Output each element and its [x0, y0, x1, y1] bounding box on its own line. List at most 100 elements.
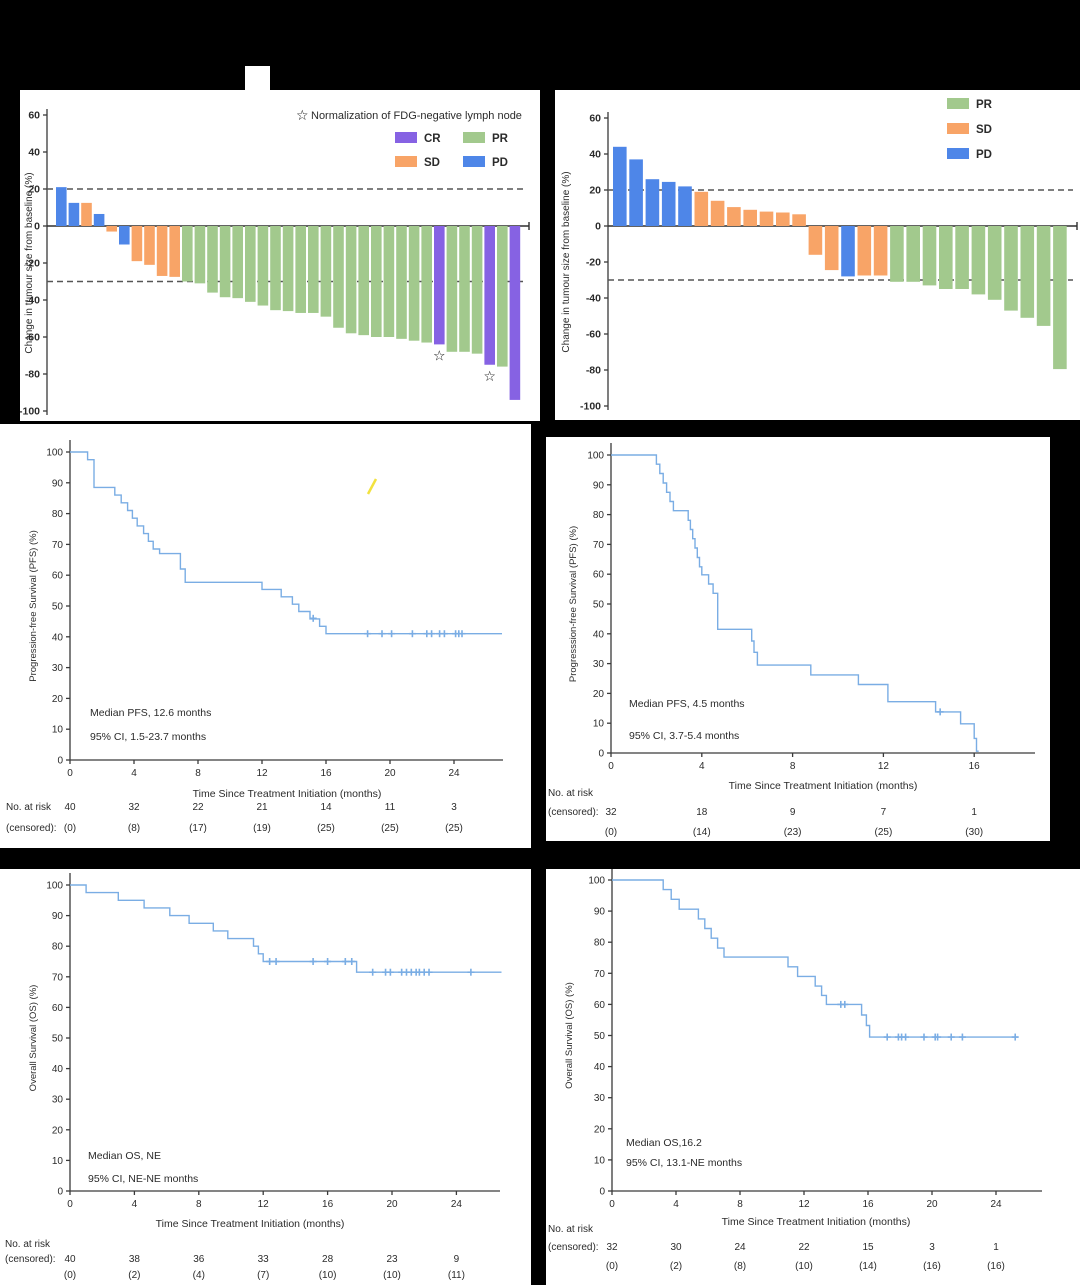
legend-swatch — [947, 123, 969, 134]
risk-table-label: (censored): — [5, 1254, 56, 1265]
y-tick-label: -20 — [586, 257, 601, 269]
survival-curve — [611, 454, 979, 752]
censored-value: (7) — [257, 1270, 269, 1281]
waterfall-bar — [857, 226, 872, 276]
waterfall-bar — [841, 226, 855, 277]
at-risk-value: 9 — [454, 1254, 460, 1265]
censored-value: (25) — [381, 823, 399, 834]
os-panel-cohort1: 0 10 20 30 40 50 60 70 80 90 100 0 4 8 12 16 20 24 Overall… — [0, 869, 531, 1285]
y-tick-label: 30 — [52, 663, 64, 674]
waterfall-bar — [645, 179, 660, 226]
censored-value: (2) — [128, 1270, 140, 1281]
x-tick-label: 20 — [926, 1199, 938, 1210]
y-tick-label: 60 — [589, 113, 601, 125]
y-tick-label: 0 — [595, 221, 601, 233]
risk-table-label: No. at risk — [6, 802, 52, 813]
survival-curve — [70, 884, 502, 973]
x-axis-label: Time Since Treatment Initiation (months) — [156, 1218, 345, 1230]
waterfall-bar — [232, 226, 243, 299]
y-tick-label: 30 — [52, 1095, 64, 1106]
at-risk-value: 3 — [451, 802, 457, 813]
waterfall-bar — [509, 226, 521, 400]
waterfall-bar — [824, 226, 839, 271]
x-tick-label: 12 — [798, 1199, 810, 1210]
x-tick-label: 8 — [196, 1199, 202, 1210]
y-tick-label: -80 — [586, 365, 601, 377]
y-axis — [607, 443, 612, 754]
x-tick-label: 8 — [790, 761, 796, 772]
waterfall-bar — [408, 226, 420, 341]
risk-table: No. at risk (censored): 40 32 22 21 14 11 3 (0) (8… — [6, 802, 463, 834]
censored-value: (0) — [64, 823, 76, 834]
risk-table: No. at risk (censored): 40 38 36 33 28 23 9 (0) (2… — [5, 1239, 465, 1281]
at-risk-value: 15 — [862, 1242, 874, 1253]
waterfall-bar — [922, 226, 937, 286]
waterfall-bar — [808, 226, 823, 255]
waterfall-bar — [119, 226, 130, 245]
waterfall-bar — [1004, 226, 1018, 311]
waterfall-bar — [939, 226, 953, 289]
x-tick-label: 24 — [448, 768, 460, 779]
censor-marks — [266, 958, 475, 976]
waterfall-bar — [194, 226, 206, 284]
legend-label: PD — [492, 157, 508, 169]
median-annotation: Median OS,16.2 — [626, 1137, 702, 1149]
star-icon: ☆ — [483, 368, 496, 384]
waterfall-bar — [245, 226, 256, 302]
y-axis-label: Overall Survival (OS) (%) — [28, 985, 39, 1092]
pfs-panel-cohort2: 0 10 20 30 40 50 60 70 80 90 100 0 4 8 12 16 Progresssio… — [546, 437, 1050, 841]
risk-table: No. at risk (censored): 32 18 9 7 1 (0) (14) (23)… — [548, 788, 983, 838]
waterfall-bar — [629, 159, 643, 226]
waterfall-bar — [81, 202, 92, 226]
legend-label: SD — [424, 157, 440, 169]
censor-marks — [309, 614, 466, 638]
censored-value: (25) — [317, 823, 335, 834]
waterfall-bar — [661, 181, 676, 226]
reference-lines — [608, 189, 1073, 281]
waterfall-bar — [1020, 226, 1035, 318]
legend-label: PD — [976, 149, 992, 161]
y-tick-label: 50 — [52, 602, 64, 613]
waterfall-panel-cohort1: 60 40 20 0 -20 -40 -60 -80 -100 Change in tumour … — [20, 90, 540, 421]
x-axis-label: Time Since Treatment Initiation (months) — [193, 788, 382, 800]
y-axis-label: Change in tumour size from baseline (%) — [561, 171, 572, 352]
median-annotation: Median PFS, 4.5 months — [629, 698, 745, 710]
at-risk-value: 9 — [790, 807, 796, 818]
y-axis — [66, 873, 71, 1192]
ci-annotation: 95% CI, NE-NE months — [88, 1173, 198, 1185]
waterfall-bars — [56, 187, 521, 400]
waterfall-bar — [182, 226, 193, 282]
y-axis-label: Overall Survival (OS) (%) — [564, 982, 575, 1089]
risk-table-label: No. at risk — [548, 1224, 594, 1235]
at-risk-value: 30 — [670, 1242, 682, 1253]
censored-value: (19) — [253, 823, 271, 834]
waterfall-bar — [497, 226, 508, 367]
risk-table-label: (censored): — [548, 1242, 599, 1253]
y-tick-label: 80 — [52, 942, 64, 953]
legend: CR SD PR PD — [395, 132, 509, 169]
y-tick-label: -40 — [25, 295, 40, 307]
x-tick-label: 8 — [195, 768, 201, 779]
y-tick-label: 80 — [52, 509, 64, 520]
at-risk-value: 32 — [128, 802, 140, 813]
x-tick-label: 24 — [451, 1199, 463, 1210]
at-risk-value: 1 — [971, 807, 977, 818]
at-risk-value: 32 — [605, 807, 617, 818]
legend-swatch — [947, 148, 969, 159]
y-tick-label: 20 — [594, 1124, 606, 1135]
waterfall-bar — [710, 200, 725, 226]
x-tick-label: 12 — [878, 761, 890, 772]
waterfall-bar — [727, 207, 741, 226]
y-tick-label: 60 — [594, 1000, 606, 1011]
y-tick-label: -100 — [580, 401, 601, 413]
x-tick-label: 0 — [608, 761, 614, 772]
y-tick-label: 40 — [594, 1062, 606, 1073]
at-risk-value: 3 — [929, 1242, 935, 1253]
page-notch — [245, 66, 270, 91]
y-axis — [43, 109, 48, 415]
legend-swatch — [463, 156, 485, 167]
y-tick-label: 60 — [28, 110, 40, 122]
waterfall-bar — [282, 226, 294, 312]
censored-value: (0) — [64, 1270, 76, 1281]
os-km-chart-cohort1: 0 10 20 30 40 50 60 70 80 90 100 0 4 8 12 16 20 24 Overall… — [5, 873, 502, 1281]
